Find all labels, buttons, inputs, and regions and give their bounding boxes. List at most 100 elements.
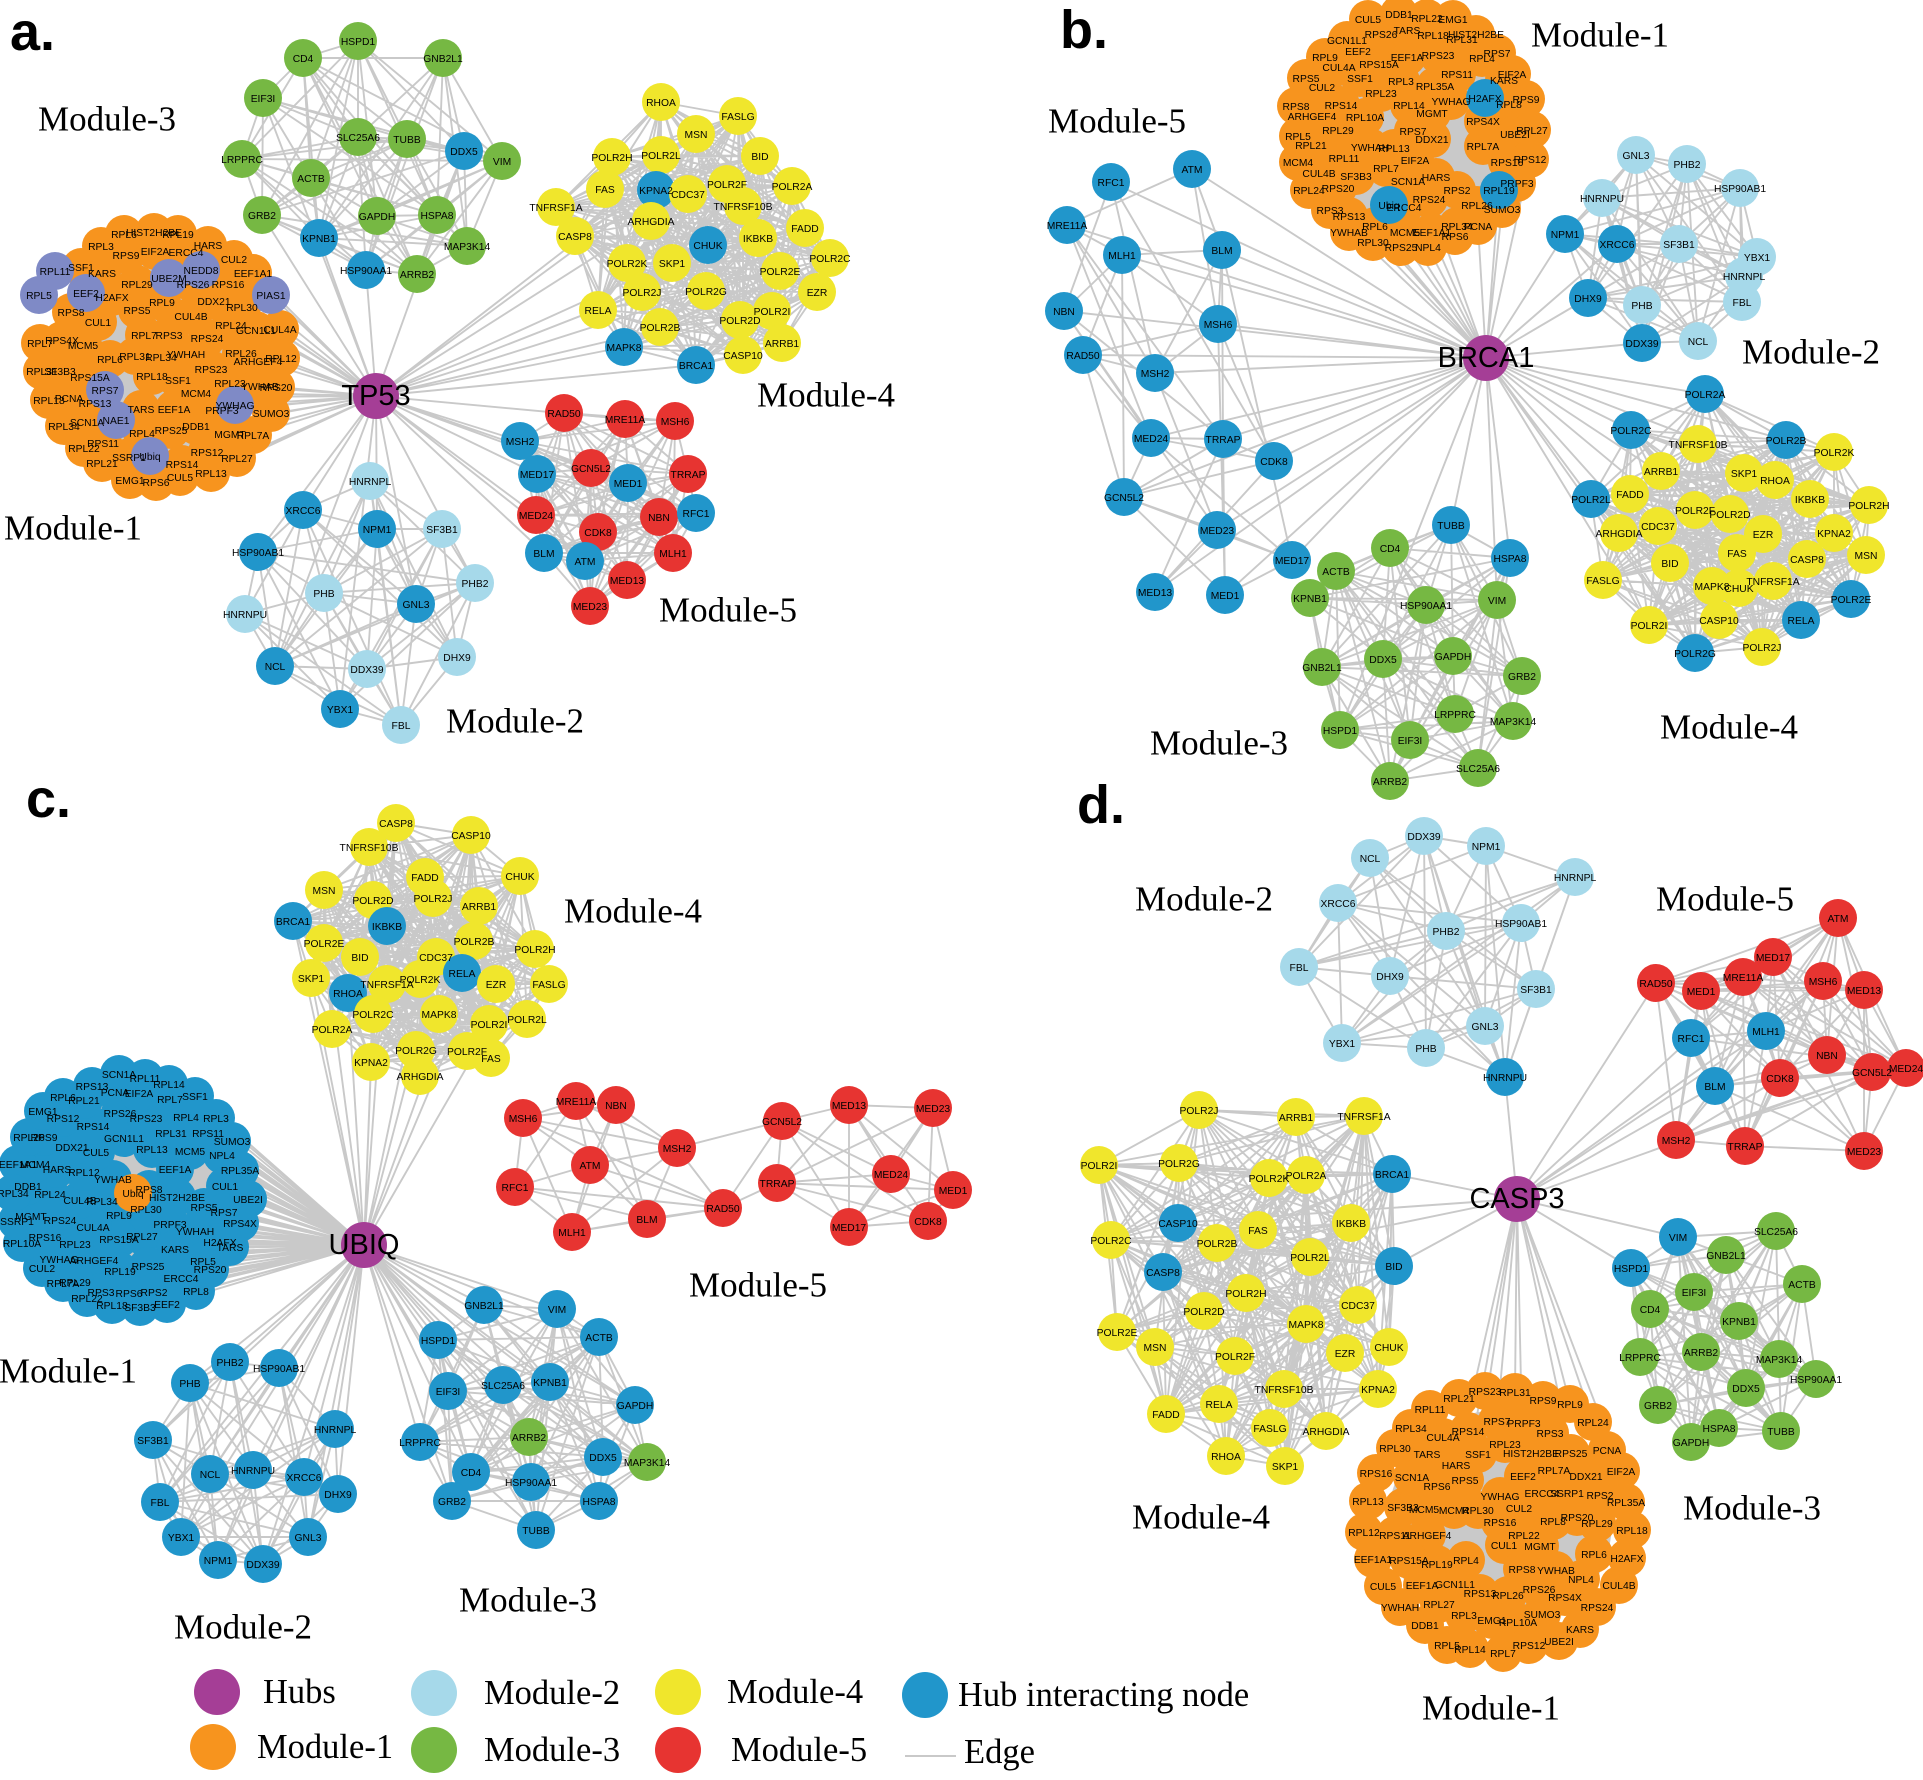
svg-text:TNFRSF10B: TNFRSF10B [340, 843, 399, 854]
svg-text:BRCA1: BRCA1 [276, 917, 311, 928]
svg-text:Module-5: Module-5 [659, 591, 797, 630]
svg-text:DDX21: DDX21 [1569, 1472, 1602, 1483]
svg-text:FADD: FADD [1616, 490, 1643, 501]
svg-text:MSH6: MSH6 [509, 1114, 538, 1125]
svg-text:RPL21: RPL21 [68, 1096, 100, 1107]
svg-text:RPS6: RPS6 [1424, 1482, 1451, 1493]
svg-text:POLR2H: POLR2H [1848, 501, 1889, 512]
svg-text:GAPDH: GAPDH [617, 1401, 654, 1412]
svg-text:RPL11: RPL11 [1415, 1405, 1446, 1416]
svg-text:CDK8: CDK8 [914, 1217, 942, 1228]
svg-text:RPS7: RPS7 [1484, 1417, 1511, 1428]
svg-text:SLC25A6: SLC25A6 [1754, 1227, 1798, 1238]
svg-text:XRCC6: XRCC6 [1600, 240, 1635, 251]
svg-text:RPL19: RPL19 [104, 1267, 136, 1278]
svg-text:BID: BID [1661, 559, 1678, 570]
svg-text:GNB2L1: GNB2L1 [1706, 1251, 1746, 1262]
svg-text:KPNA2: KPNA2 [1361, 1385, 1395, 1396]
svg-text:BRCA1: BRCA1 [1375, 1170, 1410, 1181]
svg-text:ARHGEF4: ARHGEF4 [234, 357, 283, 368]
svg-text:NPM1: NPM1 [1551, 230, 1580, 241]
svg-text:CUL4B: CUL4B [1602, 1581, 1635, 1592]
svg-text:PHB: PHB [179, 1379, 200, 1390]
svg-text:Module-3: Module-3 [484, 1731, 620, 1769]
svg-text:RPS6: RPS6 [116, 1289, 143, 1300]
svg-text:CUL1: CUL1 [212, 1182, 239, 1193]
svg-text:SF3B1: SF3B1 [426, 525, 458, 536]
svg-text:RPL9: RPL9 [1312, 53, 1338, 64]
svg-text:IKBKB: IKBKB [372, 922, 402, 933]
svg-text:POLR2L: POLR2L [507, 1015, 547, 1026]
svg-text:GCN5L2: GCN5L2 [1852, 1068, 1892, 1079]
svg-text:MED1: MED1 [1687, 987, 1716, 998]
svg-text:RPL31: RPL31 [26, 367, 58, 378]
svg-text:CDC37: CDC37 [1641, 522, 1675, 533]
svg-text:RPL9: RPL9 [149, 298, 175, 309]
svg-text:HNRNPU: HNRNPU [1483, 1073, 1527, 1084]
svg-text:RPS15A: RPS15A [99, 1235, 139, 1246]
svg-text:Module-4: Module-4 [757, 376, 895, 415]
svg-text:RPL29: RPL29 [1322, 126, 1354, 137]
svg-text:MSH2: MSH2 [1141, 369, 1170, 380]
svg-text:ARRB1: ARRB1 [1279, 1113, 1314, 1124]
svg-text:Module-2: Module-2 [484, 1674, 620, 1712]
svg-text:CD4: CD4 [1640, 1305, 1661, 1316]
svg-text:FAS: FAS [481, 1054, 501, 1065]
svg-text:RPL23: RPL23 [1365, 89, 1397, 100]
svg-text:RPL11: RPL11 [40, 267, 71, 278]
svg-text:RPS4X: RPS4X [223, 1219, 257, 1230]
svg-text:HARS: HARS [1422, 173, 1451, 184]
svg-text:RPL7A: RPL7A [237, 431, 270, 442]
svg-text:Module-1: Module-1 [257, 1728, 393, 1766]
svg-text:CD4: CD4 [293, 54, 314, 65]
svg-text:RPL5: RPL5 [26, 291, 52, 302]
svg-text:CASP10: CASP10 [1699, 616, 1739, 627]
svg-text:HSPD1: HSPD1 [341, 37, 376, 48]
svg-text:RPS7: RPS7 [1484, 49, 1511, 60]
svg-text:CASP8: CASP8 [1146, 1268, 1180, 1279]
svg-text:RPS8: RPS8 [1509, 1565, 1536, 1576]
svg-text:CUL4A: CUL4A [1426, 1433, 1459, 1444]
svg-text:TARS: TARS [1414, 1450, 1441, 1461]
svg-text:RPS16: RPS16 [1491, 158, 1524, 169]
svg-text:ACTB: ACTB [1788, 1280, 1816, 1291]
svg-text:KPNB1: KPNB1 [1293, 594, 1327, 605]
svg-text:SLC25A6: SLC25A6 [1456, 764, 1500, 775]
svg-text:TNFRSF1A: TNFRSF1A [529, 203, 582, 214]
svg-text:d.: d. [1077, 775, 1125, 835]
svg-text:RPL30: RPL30 [1462, 1506, 1494, 1517]
svg-text:RPS3: RPS3 [1537, 1429, 1564, 1440]
svg-text:POLR2A: POLR2A [1685, 390, 1726, 401]
svg-text:RFC1: RFC1 [683, 509, 710, 520]
svg-text:RPS2: RPS2 [1587, 1491, 1614, 1502]
svg-text:ARHGDIA: ARHGDIA [628, 217, 675, 228]
svg-text:CHUK: CHUK [1374, 1343, 1403, 1354]
svg-text:FADD: FADD [791, 224, 818, 235]
svg-text:YWHAH: YWHAH [167, 350, 205, 361]
svg-text:RPS24: RPS24 [44, 1216, 77, 1227]
svg-text:MCM5: MCM5 [175, 1147, 206, 1158]
svg-text:BLM: BLM [533, 549, 554, 560]
svg-text:Module-3: Module-3 [1683, 1489, 1821, 1528]
svg-text:RPS3: RPS3 [1317, 206, 1344, 217]
svg-text:MLH1: MLH1 [1752, 1027, 1780, 1038]
svg-text:FBL: FBL [392, 721, 411, 732]
svg-text:RPL10A: RPL10A [1346, 113, 1384, 124]
svg-text:RPS12: RPS12 [47, 1114, 80, 1125]
svg-text:POLR2F: POLR2F [1215, 1352, 1255, 1363]
svg-text:FAS: FAS [595, 185, 615, 196]
svg-text:FAS: FAS [1727, 549, 1747, 560]
svg-text:EMG1: EMG1 [1477, 1616, 1506, 1627]
svg-text:RPS8: RPS8 [1283, 102, 1310, 113]
svg-text:RPS25: RPS25 [155, 426, 188, 437]
svg-text:Module-5: Module-5 [1656, 880, 1794, 919]
svg-text:Module-5: Module-5 [731, 1731, 867, 1769]
svg-text:RPL10A: RPL10A [1499, 1618, 1537, 1629]
svg-text:SLC25A6: SLC25A6 [336, 133, 380, 144]
svg-text:RPS24: RPS24 [191, 334, 224, 345]
svg-text:MCM4: MCM4 [20, 1160, 51, 1171]
svg-text:POLR2A: POLR2A [1286, 1171, 1327, 1182]
svg-text:RPL7A: RPL7A [47, 1279, 80, 1290]
svg-text:RPS2: RPS2 [141, 1288, 168, 1299]
svg-text:POLR2H: POLR2H [1225, 1289, 1266, 1300]
